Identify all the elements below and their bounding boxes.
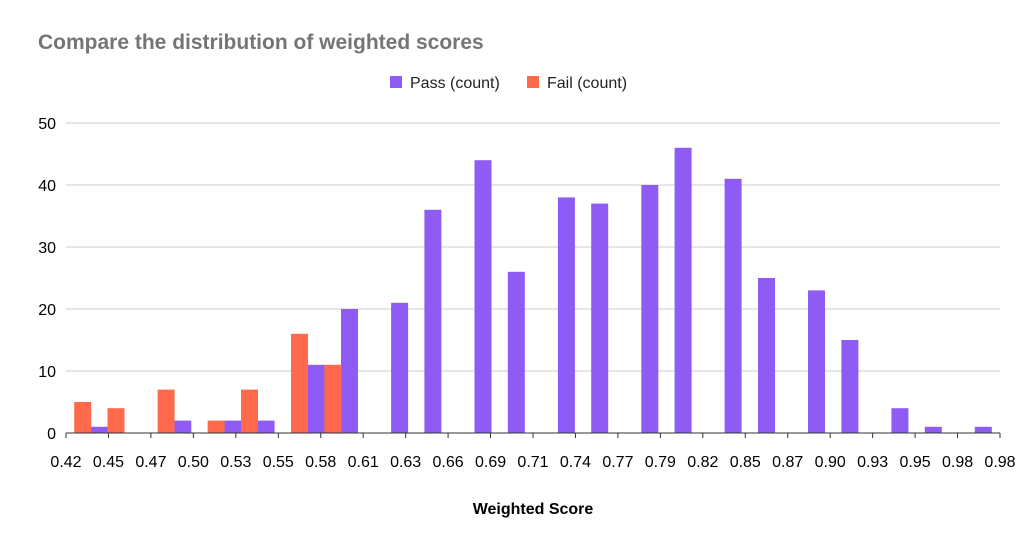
bar-fail — [207, 420, 225, 433]
x-tick-label: 0.98 — [942, 454, 973, 471]
x-tick-label: 0.53 — [220, 454, 251, 471]
bar-pass — [557, 197, 575, 433]
y-tick-label: 10 — [38, 364, 56, 381]
y-tick-label: 30 — [38, 240, 56, 257]
bar-pass — [507, 271, 525, 433]
bar-pass — [257, 420, 275, 433]
gridlines — [66, 122, 1000, 372]
bar-pass — [724, 178, 742, 433]
x-axis-ticks: 0.42 0.45 0.47 0.50 0.53 0.55 0.58 0.61 0.63 0.66… — [50, 433, 1016, 471]
bar-fail — [241, 389, 258, 433]
x-tick-label: 0.85 — [730, 454, 761, 471]
bar-fail — [324, 364, 342, 433]
bar-pass — [391, 302, 409, 433]
bars — [74, 147, 992, 434]
bar-pass — [90, 426, 108, 433]
bar-pass — [974, 426, 992, 433]
bar-pass — [808, 290, 825, 433]
x-tick-label: 0.87 — [772, 454, 803, 471]
bar-fail — [74, 402, 92, 433]
x-tick-label: 0.58 — [305, 454, 336, 471]
legend-label-pass: Pass (count) — [410, 75, 500, 92]
bar-fail — [291, 333, 308, 433]
bar-pass — [674, 147, 692, 434]
y-tick-label: 0 — [47, 426, 56, 443]
bar-fail — [107, 408, 125, 433]
y-tick-label: 50 — [38, 116, 56, 133]
x-tick-label: 0.71 — [517, 454, 548, 471]
x-tick-label: 0.55 — [263, 454, 294, 471]
bar-pass — [224, 420, 242, 433]
x-tick-label: 0.95 — [900, 454, 931, 471]
bar-pass — [341, 309, 358, 433]
x-tick-label: 0.98 — [984, 454, 1015, 471]
y-tick-label: 20 — [38, 302, 56, 319]
x-tick-label: 0.77 — [602, 454, 633, 471]
x-tick-label: 0.79 — [645, 454, 676, 471]
x-tick-label: 0.93 — [857, 454, 888, 471]
x-tick-label: 0.45 — [93, 454, 124, 471]
x-tick-label: 0.69 — [475, 454, 506, 471]
legend-label-fail: Fail (count) — [547, 75, 627, 92]
bar-pass — [307, 364, 325, 433]
chart-title: Compare the distribution of weighted sco… — [38, 31, 484, 54]
x-axis-label: Weighted Score — [473, 501, 594, 518]
y-axis-ticks: 0 10 20 30 40 50 — [38, 116, 56, 443]
legend-swatch-fail — [527, 76, 539, 88]
x-tick-label: 0.90 — [815, 454, 846, 471]
x-tick-label: 0.63 — [390, 454, 421, 471]
x-tick-label: 0.82 — [687, 454, 718, 471]
x-tick-label: 0.61 — [348, 454, 379, 471]
legend-swatch-pass — [390, 76, 402, 88]
x-tick-label: 0.50 — [178, 454, 209, 471]
bar-pass — [891, 408, 909, 433]
legend: Pass (count) Fail (count) — [390, 75, 627, 92]
x-tick-label: 0.66 — [433, 454, 464, 471]
x-tick-label: 0.47 — [135, 454, 166, 471]
bar-pass — [591, 203, 609, 433]
y-tick-label: 40 — [38, 178, 56, 195]
bar-pass — [474, 160, 492, 433]
bar-pass — [758, 278, 775, 433]
bar-fail — [157, 389, 175, 433]
bar-pass — [424, 209, 442, 433]
bar-pass — [174, 420, 192, 433]
bar-pass — [641, 185, 659, 433]
x-tick-label: 0.42 — [50, 454, 81, 471]
bar-pass — [924, 426, 942, 433]
bar-pass — [841, 340, 859, 433]
x-tick-label: 0.74 — [560, 454, 591, 471]
